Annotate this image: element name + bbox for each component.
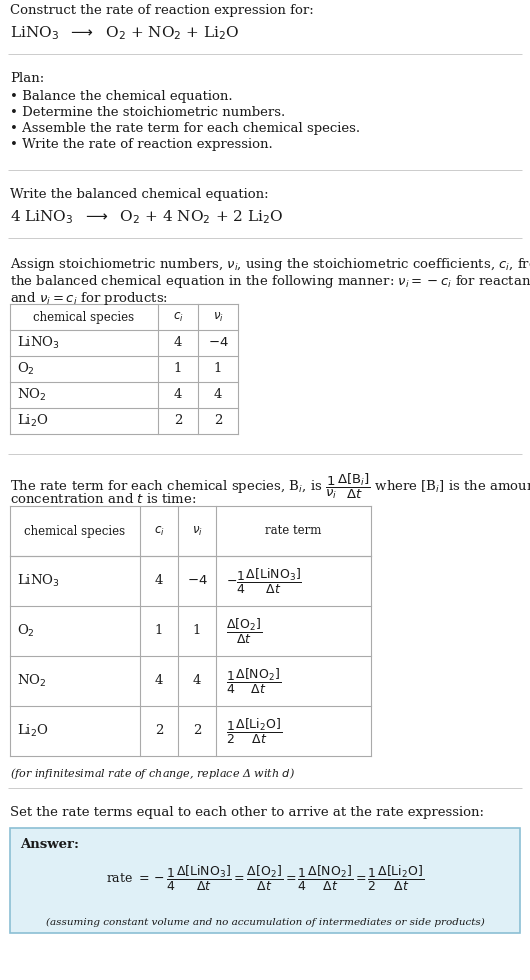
Text: Set the rate terms equal to each other to arrive at the rate expression:: Set the rate terms equal to each other t… — [10, 806, 484, 819]
Text: 1: 1 — [214, 363, 222, 375]
Text: NO$_2$: NO$_2$ — [17, 387, 47, 403]
Text: (assuming constant volume and no accumulation of intermediates or side products): (assuming constant volume and no accumul… — [46, 918, 484, 927]
Text: 4: 4 — [155, 574, 163, 587]
Text: rate term: rate term — [266, 524, 322, 537]
Text: • Determine the stoichiometric numbers.: • Determine the stoichiometric numbers. — [10, 106, 285, 119]
Text: • Write the rate of reaction expression.: • Write the rate of reaction expression. — [10, 138, 273, 151]
Text: $-\dfrac{1}{4}\dfrac{\Delta[\mathrm{LiNO_3}]}{\Delta t}$: $-\dfrac{1}{4}\dfrac{\Delta[\mathrm{LiNO… — [226, 566, 302, 596]
Text: Li$_2$O: Li$_2$O — [17, 723, 49, 739]
Text: O$_2$: O$_2$ — [17, 623, 35, 639]
Text: 2: 2 — [155, 724, 163, 738]
Text: $\dfrac{1}{2}\dfrac{\Delta[\mathrm{Li_2O}]}{\Delta t}$: $\dfrac{1}{2}\dfrac{\Delta[\mathrm{Li_2O… — [226, 716, 282, 746]
Text: 4: 4 — [214, 388, 222, 402]
Text: concentration and $t$ is time:: concentration and $t$ is time: — [10, 492, 197, 506]
Text: • Balance the chemical equation.: • Balance the chemical equation. — [10, 90, 233, 103]
Text: $\dfrac{\Delta[\mathrm{O_2}]}{\Delta t}$: $\dfrac{\Delta[\mathrm{O_2}]}{\Delta t}$ — [226, 616, 262, 646]
Text: $c_i$: $c_i$ — [154, 524, 164, 538]
Text: 2: 2 — [193, 724, 201, 738]
Text: chemical species: chemical species — [24, 524, 126, 537]
Text: 2: 2 — [174, 415, 182, 427]
Text: • Assemble the rate term for each chemical species.: • Assemble the rate term for each chemic… — [10, 122, 360, 135]
Text: Assign stoichiometric numbers, $\nu_i$, using the stoichiometric coefficients, $: Assign stoichiometric numbers, $\nu_i$, … — [10, 256, 530, 273]
Text: (for infinitesimal rate of change, replace Δ with $d$): (for infinitesimal rate of change, repla… — [10, 766, 295, 781]
Text: 4: 4 — [193, 674, 201, 688]
Text: O$_2$: O$_2$ — [17, 361, 35, 377]
Text: 2: 2 — [214, 415, 222, 427]
Text: 1: 1 — [155, 624, 163, 638]
Text: $\nu_i$: $\nu_i$ — [191, 524, 202, 538]
FancyBboxPatch shape — [10, 828, 520, 933]
Text: 4: 4 — [174, 336, 182, 350]
Text: LiNO$_3$  $\longrightarrow$  O$_2$ + NO$_2$ + Li$_2$O: LiNO$_3$ $\longrightarrow$ O$_2$ + NO$_2… — [10, 24, 240, 42]
Text: Construct the rate of reaction expression for:: Construct the rate of reaction expressio… — [10, 4, 314, 17]
Text: Answer:: Answer: — [20, 838, 79, 851]
Text: 4: 4 — [155, 674, 163, 688]
Text: 4: 4 — [174, 388, 182, 402]
Text: LiNO$_3$: LiNO$_3$ — [17, 335, 60, 351]
Text: $-4$: $-4$ — [187, 574, 207, 587]
Text: 4 LiNO$_3$  $\longrightarrow$  O$_2$ + 4 NO$_2$ + 2 Li$_2$O: 4 LiNO$_3$ $\longrightarrow$ O$_2$ + 4 N… — [10, 208, 284, 225]
Text: the balanced chemical equation in the following manner: $\nu_i = -c_i$ for react: the balanced chemical equation in the fo… — [10, 273, 530, 290]
Text: Plan:: Plan: — [10, 72, 44, 85]
Text: 1: 1 — [174, 363, 182, 375]
Text: $-4$: $-4$ — [208, 336, 228, 350]
Text: rate $= -\dfrac{1}{4}\dfrac{\Delta[\mathrm{LiNO_3}]}{\Delta t} = \dfrac{\Delta[\: rate $= -\dfrac{1}{4}\dfrac{\Delta[\math… — [106, 863, 424, 893]
Text: $c_i$: $c_i$ — [173, 311, 183, 323]
Text: Li$_2$O: Li$_2$O — [17, 413, 49, 429]
Text: 1: 1 — [193, 624, 201, 638]
Text: Write the balanced chemical equation:: Write the balanced chemical equation: — [10, 188, 269, 201]
Text: LiNO$_3$: LiNO$_3$ — [17, 573, 60, 589]
Text: The rate term for each chemical species, B$_i$, is $\dfrac{1}{\nu_i}\dfrac{\Delt: The rate term for each chemical species,… — [10, 472, 530, 502]
Text: chemical species: chemical species — [33, 311, 135, 323]
Text: $\dfrac{1}{4}\dfrac{\Delta[\mathrm{NO_2}]}{\Delta t}$: $\dfrac{1}{4}\dfrac{\Delta[\mathrm{NO_2}… — [226, 666, 281, 696]
Text: and $\nu_i = c_i$ for products:: and $\nu_i = c_i$ for products: — [10, 290, 168, 307]
Text: $\nu_i$: $\nu_i$ — [213, 311, 224, 323]
Text: NO$_2$: NO$_2$ — [17, 673, 47, 689]
